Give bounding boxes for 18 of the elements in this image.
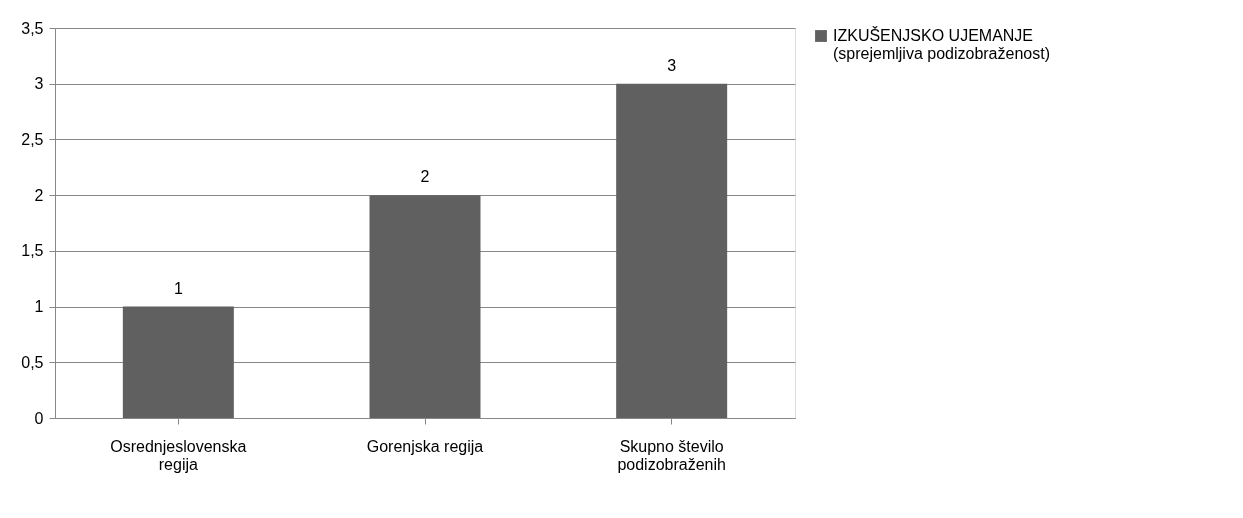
y-tick-label: 2,5 [21,130,44,148]
bar [616,83,728,418]
y-tick-label: 1,5 [21,242,44,260]
data-label: 1 [173,279,183,297]
x-tick-label: Gorenjska regija [366,437,484,455]
y-tick-label: 3,5 [21,19,44,37]
data-label: 2 [420,168,430,186]
bar [122,306,234,418]
bar [369,195,481,418]
y-tick-label: 2 [34,186,44,204]
y-tick-label: 1 [34,298,44,316]
data-label: 3 [667,56,677,74]
x-tick-label: Skupno število podizobraženih [617,437,726,473]
x-tick-label: Osrednjeslovenska regija [110,437,247,473]
y-tick-label: 0 [34,409,44,427]
y-tick-label: 3 [34,75,44,93]
legend-label: IZKUŠENJSKO UJEMANJE (sprejemljiva podizobraženost) [833,26,1050,62]
y-tick-label: 0,5 [21,353,44,371]
